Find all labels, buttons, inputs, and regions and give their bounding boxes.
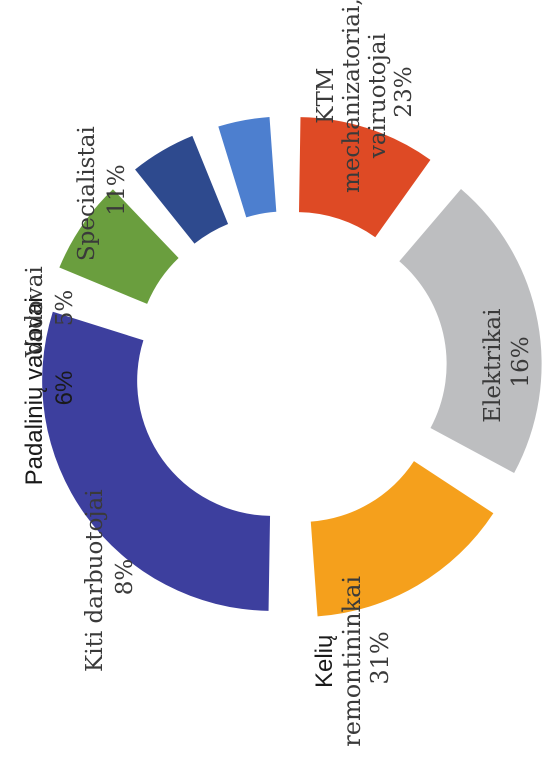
label-keliu: Kelių remontininkai 31% — [311, 569, 394, 746]
slice-padalini-vadovai — [135, 135, 229, 244]
slice-kiti-darbuotojai — [59, 189, 179, 304]
label-vadovai-line1: Vadovai — [22, 266, 48, 358]
label-ktm-line3: vairuotojai — [365, 33, 391, 159]
label-kiti: Kiti darbuotojai 8% — [82, 482, 138, 672]
value-ktm: 23% — [391, 66, 417, 117]
label-specialistai: Specialistai 11% — [74, 119, 130, 261]
value-elektrikai: 16% — [508, 336, 534, 387]
slice-vadovai — [218, 116, 277, 218]
label-ktm-line2: mechanizatoriai, — [339, 0, 365, 193]
label-elektrikai: Elektrikai 16% — [480, 301, 534, 423]
label-ktm: KTM mechanizatoriai, vairuotojai 23% — [313, 0, 417, 193]
value-kiti: 8% — [112, 559, 138, 596]
label-padaliniu: Padalinių vadovai 6% — [21, 291, 78, 486]
slice-specialistai — [298, 117, 431, 238]
label-padaliniu-line1: Padalinių vadovai — [21, 297, 48, 485]
chart-slices — [42, 116, 542, 617]
value-padaliniu: 6% — [51, 371, 78, 406]
label-keliu-line1: Kelių — [311, 635, 338, 688]
slice-ktm — [399, 189, 542, 473]
slice-keli- — [42, 311, 271, 611]
label-specialistai-line1: Specialistai — [74, 126, 100, 261]
label-elektrikai-line1: Elektrikai — [480, 309, 506, 423]
label-keliu-line2: remontininkai — [338, 576, 366, 747]
value-specialistai: 11% — [104, 164, 130, 215]
label-ktm-line1: KTM — [313, 68, 339, 124]
label-vadovai: Vadovai 5% — [22, 259, 78, 358]
value-vadovai: 5% — [52, 290, 78, 327]
value-keliu: 31% — [366, 631, 394, 684]
label-kiti-line1: Kiti darbuotojai — [82, 489, 108, 672]
slice-elektrikai — [310, 461, 494, 617]
